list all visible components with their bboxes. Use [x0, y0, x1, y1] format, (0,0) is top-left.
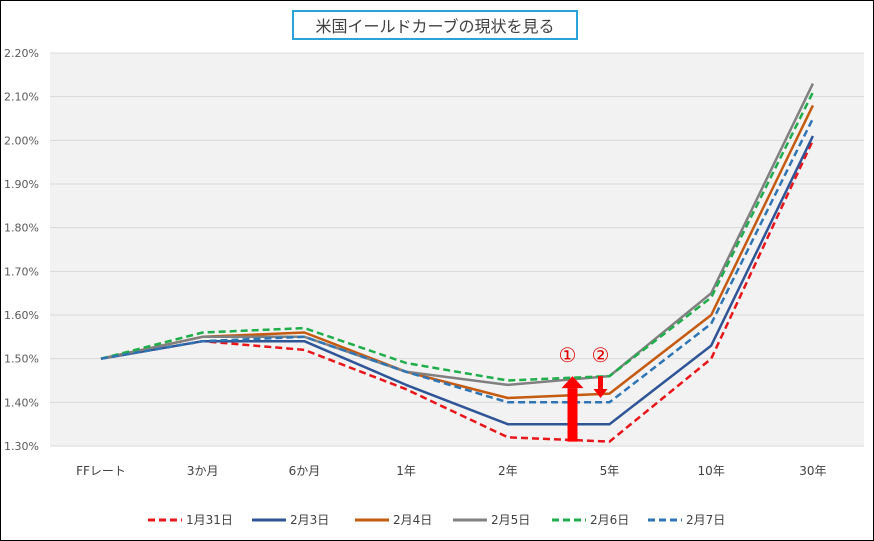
y-tick-label: 2.10% [4, 91, 39, 104]
legend-label: 2月4日 [393, 513, 432, 527]
y-tick-label: 1.80% [4, 222, 39, 235]
gridlines [50, 52, 864, 447]
x-tick-label: FFレート [76, 464, 126, 478]
plot-area [50, 53, 864, 446]
legend-label: 2月6日 [590, 513, 629, 527]
legend-label: 2月3日 [290, 513, 329, 527]
chart-title: 米国イールドカーブの現状を見る [292, 10, 578, 40]
series-line [100, 83, 815, 387]
x-tick-label: 10年 [698, 464, 725, 478]
y-tick-label: 2.20% [4, 47, 39, 60]
series-line [100, 117, 815, 404]
y-tick-label: 1.30% [4, 440, 39, 453]
legend: 1月31日 2月3日 2月4日 2月5日 2月6日 2月7日 [148, 513, 725, 527]
x-tick-label: 2年 [498, 464, 518, 478]
legend-label: 1月31日 [186, 513, 233, 527]
y-tick-label: 2.00% [4, 134, 39, 147]
y-tick-label: 1.50% [4, 353, 39, 366]
series-line [100, 135, 815, 426]
x-tick-label: 6か月 [289, 464, 321, 478]
x-tick-label: 5年 [600, 464, 620, 478]
y-tick-label: 1.40% [4, 396, 39, 409]
y-tick-label: 1.70% [4, 265, 39, 278]
annotation-label: ① [559, 343, 577, 367]
annotation-arrow-shaft [567, 388, 578, 442]
annotation-arrow-head [593, 388, 608, 398]
annotation-arrow-shaft [598, 376, 603, 389]
annotation-label: ② [592, 343, 610, 367]
y-axis: 1.30% 1.40% 1.50% 1.60% 1.70% 1.80% 1.90% 2.00%… [4, 47, 39, 453]
x-tick-label: 1年 [396, 464, 416, 478]
series-lines [100, 83, 815, 443]
legend-label: 2月5日 [491, 513, 530, 527]
x-axis: FFレート 3か月 6か月 1年 2年 5年 10年 30年 [76, 464, 826, 478]
annotation-arrow-head [561, 376, 584, 389]
series-line [100, 91, 815, 382]
x-tick-label: 30年 [799, 464, 826, 478]
legend-label: 2月7日 [686, 513, 725, 527]
y-tick-label: 1.60% [4, 309, 39, 322]
x-tick-label: 3か月 [187, 464, 219, 478]
y-tick-label: 1.90% [4, 178, 39, 191]
